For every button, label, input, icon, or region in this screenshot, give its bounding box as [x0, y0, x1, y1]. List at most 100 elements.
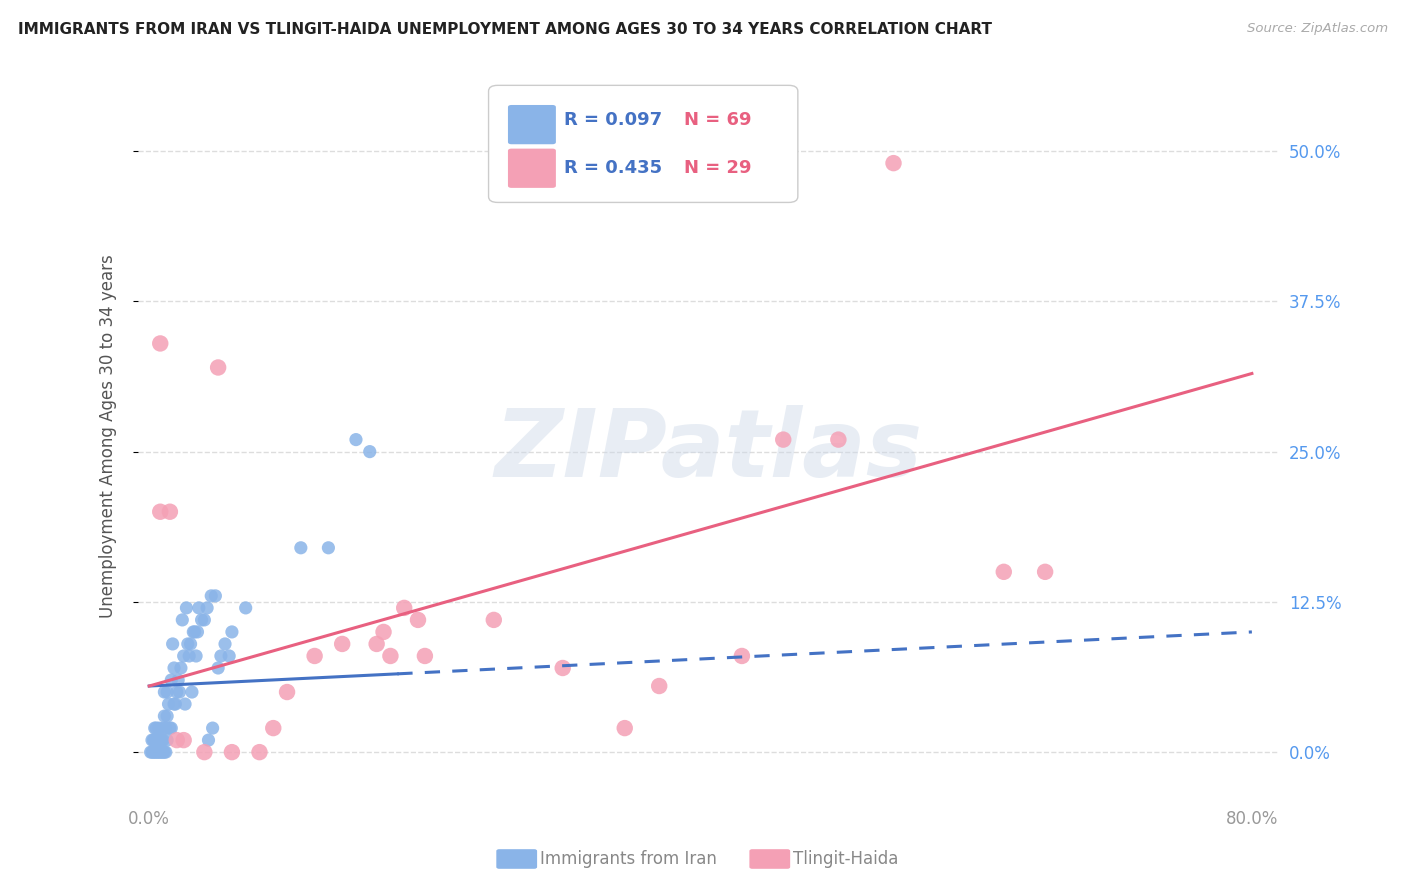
Point: [290, 541, 312, 555]
Point: [392, 600, 415, 615]
Point: [221, 624, 243, 639]
Point: [187, 600, 209, 615]
Point: [195, 600, 218, 615]
Text: IMMIGRANTS FROM IRAN VS TLINGIT-HAIDA UNEMPLOYMENT AMONG AGES 30 TO 34 YEARS COR: IMMIGRANTS FROM IRAN VS TLINGIT-HAIDA UN…: [18, 22, 993, 37]
Text: R = 0.097: R = 0.097: [564, 111, 662, 128]
Point: [193, 745, 215, 759]
Point: [993, 565, 1015, 579]
Point: [148, 721, 170, 735]
FancyBboxPatch shape: [508, 105, 555, 145]
Point: [179, 648, 201, 663]
Point: [200, 589, 222, 603]
Point: [163, 697, 186, 711]
Point: [152, 733, 174, 747]
Point: [157, 697, 180, 711]
Point: [214, 637, 236, 651]
Point: [145, 721, 167, 735]
Point: [827, 433, 849, 447]
Point: [173, 648, 195, 663]
Point: [149, 336, 172, 351]
Text: Immigrants from Iran: Immigrants from Iran: [540, 850, 717, 868]
Point: [159, 505, 181, 519]
FancyBboxPatch shape: [488, 86, 797, 202]
Point: [156, 733, 179, 747]
Point: [159, 721, 181, 735]
Point: [153, 709, 176, 723]
Point: [262, 721, 284, 735]
Point: [149, 733, 172, 747]
Point: [318, 541, 340, 555]
Text: N = 29: N = 29: [683, 159, 751, 177]
Point: [169, 685, 191, 699]
Point: [166, 685, 188, 699]
Text: N = 69: N = 69: [683, 111, 751, 128]
Point: [143, 721, 166, 735]
Point: [162, 637, 184, 651]
Point: [359, 444, 381, 458]
Point: [221, 745, 243, 759]
Point: [180, 637, 202, 651]
Point: [276, 685, 298, 699]
Point: [183, 624, 205, 639]
Point: [648, 679, 671, 693]
Point: [155, 745, 177, 759]
Point: [172, 613, 194, 627]
Point: [146, 733, 169, 747]
Point: [173, 733, 195, 747]
Point: [155, 721, 177, 735]
Point: [148, 745, 170, 759]
Point: [330, 637, 353, 651]
Point: [150, 733, 173, 747]
Point: [249, 745, 271, 759]
Point: [170, 661, 193, 675]
Point: [153, 685, 176, 699]
Point: [156, 685, 179, 699]
Point: [235, 600, 257, 615]
Point: [772, 433, 794, 447]
Point: [152, 721, 174, 735]
Point: [143, 745, 166, 759]
Point: [380, 648, 402, 663]
Point: [883, 156, 905, 170]
Point: [482, 613, 505, 627]
Point: [142, 745, 165, 759]
Point: [174, 697, 197, 711]
Text: Tlingit-Haida: Tlingit-Haida: [793, 850, 898, 868]
Point: [193, 613, 215, 627]
Point: [197, 733, 219, 747]
Point: [156, 709, 179, 723]
Point: [181, 685, 204, 699]
Point: [150, 745, 173, 759]
Point: [344, 433, 367, 447]
Point: [731, 648, 754, 663]
Point: [186, 624, 208, 639]
Point: [204, 589, 226, 603]
Point: [551, 661, 574, 675]
Point: [207, 360, 229, 375]
Point: [142, 733, 165, 747]
Point: [152, 745, 174, 759]
Point: [613, 721, 636, 735]
Point: [141, 745, 163, 759]
Point: [304, 648, 326, 663]
Point: [183, 624, 205, 639]
Point: [143, 733, 166, 747]
Text: R = 0.435: R = 0.435: [564, 159, 662, 177]
Point: [366, 637, 388, 651]
Point: [163, 661, 186, 675]
Text: ZIPatlas: ZIPatlas: [495, 405, 922, 497]
Point: [190, 613, 212, 627]
Point: [167, 673, 190, 687]
Point: [139, 745, 162, 759]
Point: [146, 745, 169, 759]
Point: [149, 745, 172, 759]
FancyBboxPatch shape: [508, 149, 555, 188]
Y-axis label: Unemployment Among Ages 30 to 34 years: Unemployment Among Ages 30 to 34 years: [100, 255, 117, 618]
Point: [413, 648, 436, 663]
Text: Source: ZipAtlas.com: Source: ZipAtlas.com: [1247, 22, 1388, 36]
Point: [184, 648, 207, 663]
Point: [160, 673, 183, 687]
Point: [218, 648, 240, 663]
Point: [373, 624, 395, 639]
Point: [166, 733, 188, 747]
